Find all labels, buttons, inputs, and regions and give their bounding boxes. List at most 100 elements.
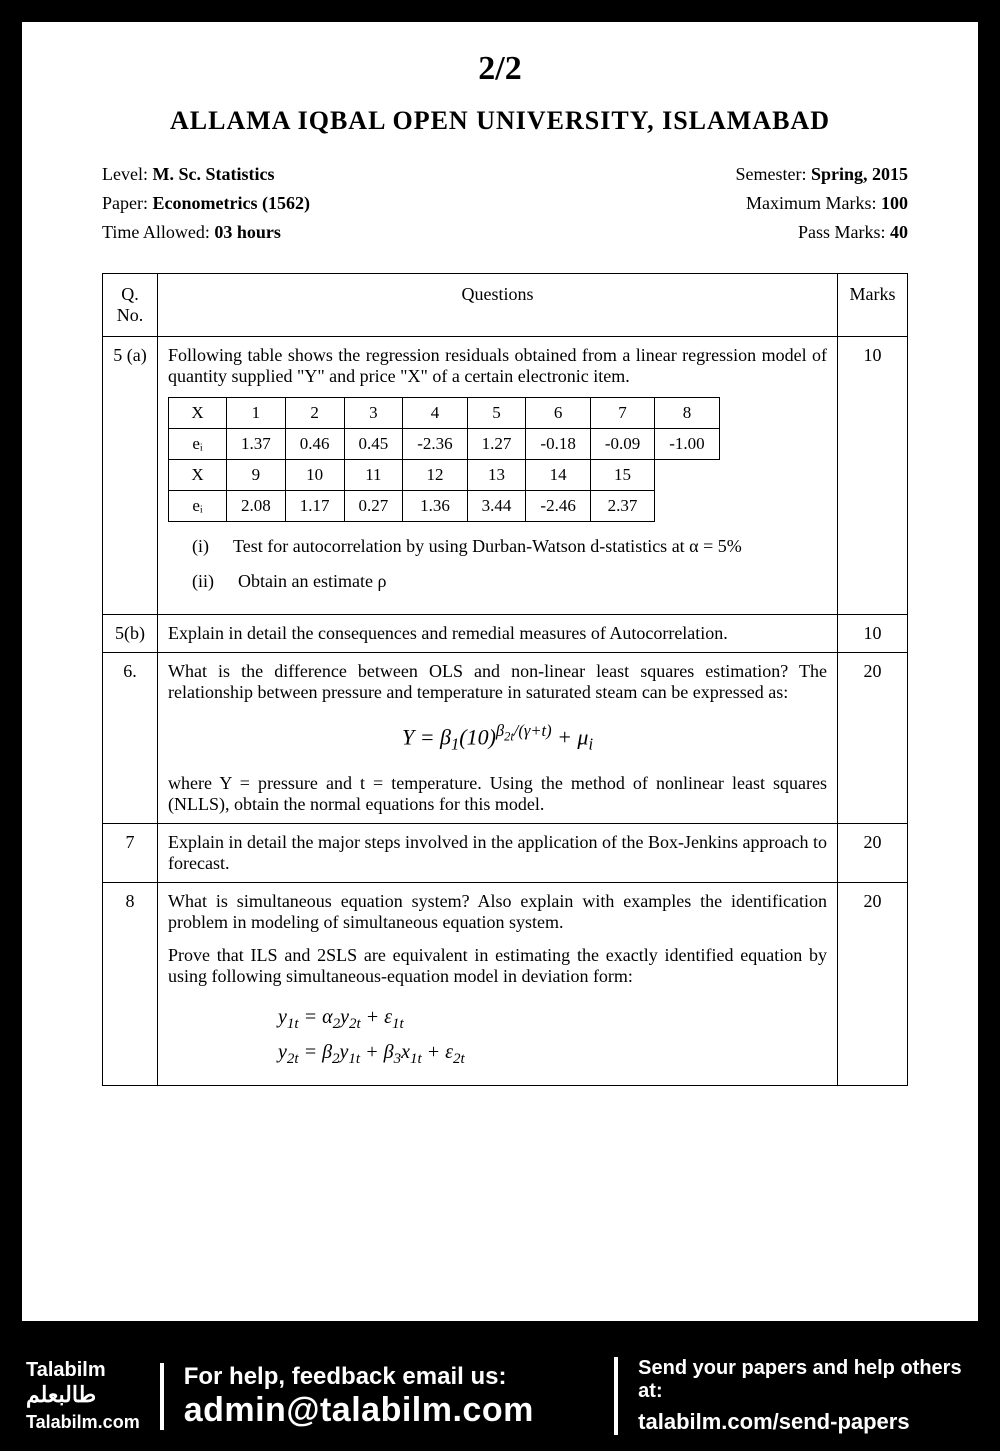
q8-formulas: y1t = α2y2t + ε1t y2t = β2y1t + β3x1t + … (278, 1001, 827, 1071)
paper-label: Paper: (102, 193, 148, 213)
q5a-subparts: (i) Test for autocorrelation by using Du… (192, 536, 827, 592)
table-cell: -1.00 (655, 429, 719, 460)
table-cell: eᵢ (169, 429, 227, 460)
table-cell: 2 (285, 398, 344, 429)
footer-logo-ur: طالبعلم (26, 1382, 140, 1408)
q5b-text: Explain in detail the consequences and r… (158, 615, 838, 653)
footer-logo: Talabilm طالبعلم Talabilm.com (26, 1358, 140, 1434)
q7-text: Explain in detail the major steps involv… (158, 823, 838, 882)
semester-label: Semester: (735, 164, 806, 184)
q8-no: 8 (103, 882, 158, 1085)
footer-logo-en: Talabilm (26, 1358, 140, 1382)
table-cell (655, 491, 719, 522)
q5a-no: 5 (a) (103, 337, 158, 615)
header-qno: Q. No. (103, 274, 158, 337)
q6-body: What is the difference between OLS and n… (158, 653, 838, 824)
table-cell: -0.09 (590, 429, 654, 460)
table-cell: 3 (344, 398, 403, 429)
table-cell: 0.27 (344, 491, 403, 522)
header-marks: Marks (838, 274, 908, 337)
table-cell: -2.46 (526, 491, 590, 522)
table-cell: 14 (526, 460, 590, 491)
q6-marks: 20 (838, 653, 908, 824)
q5a-body: Following table shows the regression res… (158, 337, 838, 615)
q5a-marks: 10 (838, 337, 908, 615)
table-cell: X (169, 398, 227, 429)
q5a-i-text: Test for autocorrelation by using Durban… (233, 536, 742, 557)
header-questions: Questions (158, 274, 838, 337)
table-cell: -0.18 (526, 429, 590, 460)
table-cell: 7 (590, 398, 654, 429)
table-cell: 1.17 (285, 491, 344, 522)
table-cell: 12 (403, 460, 467, 491)
table-cell: 15 (590, 460, 654, 491)
q8-body: What is simultaneous equation system? Al… (158, 882, 838, 1085)
q8-text2: Prove that ILS and 2SLS are equivalent i… (168, 945, 827, 987)
meta-row-2: Paper: Econometrics (1562) Maximum Marks… (102, 193, 908, 214)
question-5b-row: 5(b) Explain in detail the consequences … (103, 615, 908, 653)
time-value: 03 hours (214, 222, 281, 242)
meta-row-1: Level: M. Sc. Statistics Semester: Sprin… (102, 164, 908, 185)
table-cell: 1.37 (227, 429, 286, 460)
question-8-row: 8 What is simultaneous equation system? … (103, 882, 908, 1085)
question-7-row: 7 Explain in detail the major steps invo… (103, 823, 908, 882)
page-footer: Talabilm طالبعلم Talabilm.com For help, … (0, 1341, 1000, 1451)
table-cell: 5 (467, 398, 526, 429)
q5a-ii-text: Obtain an estimate ρ (238, 571, 386, 592)
q6-text1: What is the difference between OLS and n… (168, 661, 827, 703)
table-cell: 0.46 (285, 429, 344, 460)
table-row: X9101112131415 (169, 460, 720, 491)
q8-text1: What is simultaneous equation system? Al… (168, 891, 827, 933)
q6-text2: where Y = pressure and t = temperature. … (168, 773, 827, 815)
university-heading: ALLAMA IQBAL OPEN UNIVERSITY, ISLAMABAD (72, 106, 928, 136)
level-label: Level: (102, 164, 148, 184)
table-cell: eᵢ (169, 491, 227, 522)
page-number: 2/2 (72, 50, 928, 88)
q7-marks: 20 (838, 823, 908, 882)
table-cell: 3.44 (467, 491, 526, 522)
q7-no: 7 (103, 823, 158, 882)
table-cell: 13 (467, 460, 526, 491)
table-cell: 2.08 (227, 491, 286, 522)
footer-send-label: Send your papers and help others at: (638, 1357, 974, 1403)
q6-no: 6. (103, 653, 158, 824)
q6-formula: Y = β1(10)β2t/(γ+t) + μi (168, 721, 827, 755)
table-row: eᵢ1.370.460.45-2.361.27-0.18-0.09-1.00 (169, 429, 720, 460)
maxmarks-value: 100 (881, 193, 908, 213)
time-label: Time Allowed: (102, 222, 210, 242)
q5b-no: 5(b) (103, 615, 158, 653)
passmarks-label: Pass Marks: (798, 222, 886, 242)
question-5a-row: 5 (a) Following table shows the regressi… (103, 337, 908, 615)
table-row: X12345678 (169, 398, 720, 429)
meta-row-3: Time Allowed: 03 hours Pass Marks: 40 (102, 222, 908, 243)
table-cell: 9 (227, 460, 286, 491)
q8-marks: 20 (838, 882, 908, 1085)
table-cell (655, 460, 719, 491)
footer-email: admin@talabilm.com (184, 1391, 594, 1430)
table-cell: X (169, 460, 227, 491)
table-cell: 11 (344, 460, 403, 491)
table-cell: 4 (403, 398, 467, 429)
level-value: M. Sc. Statistics (152, 164, 274, 184)
questions-table: Q. No. Questions Marks 5 (a) Following t… (102, 273, 908, 1086)
passmarks-value: 40 (890, 222, 908, 242)
table-cell: 1 (227, 398, 286, 429)
question-6-row: 6. What is the difference between OLS an… (103, 653, 908, 824)
table-cell: 6 (526, 398, 590, 429)
table-header-row: Q. No. Questions Marks (103, 274, 908, 337)
table-cell: 8 (655, 398, 719, 429)
footer-help-label: For help, feedback email us: (184, 1363, 594, 1391)
footer-right: Send your papers and help others at: tal… (614, 1357, 974, 1435)
maxmarks-label: Maximum Marks: (746, 193, 877, 213)
table-cell: 1.36 (403, 491, 467, 522)
exam-page: 2/2 ALLAMA IQBAL OPEN UNIVERSITY, ISLAMA… (22, 22, 978, 1321)
footer-logo-site: Talabilm.com (26, 1412, 140, 1434)
table-cell: 0.45 (344, 429, 403, 460)
footer-send-url: talabilm.com/send-papers (638, 1409, 974, 1435)
table-cell: 10 (285, 460, 344, 491)
paper-value: Econometrics (1562) (152, 193, 309, 213)
table-cell: 2.37 (590, 491, 654, 522)
table-cell: 1.27 (467, 429, 526, 460)
q5a-i-label: (i) (192, 536, 209, 557)
footer-mid: For help, feedback email us: admin@talab… (160, 1363, 594, 1430)
